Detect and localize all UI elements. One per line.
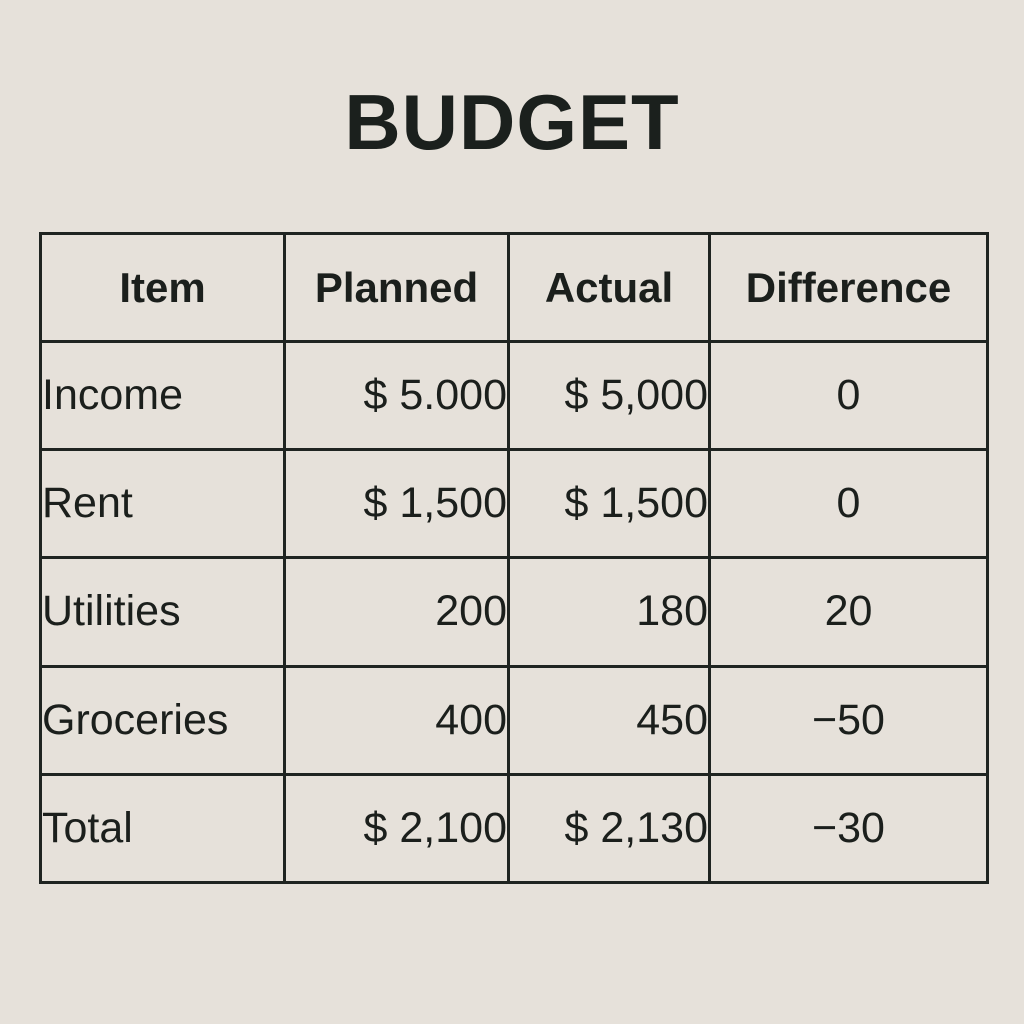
cell-planned: $ 5.000 bbox=[283, 339, 510, 452]
table-header-row: Item Planned Actual Difference bbox=[39, 232, 989, 343]
cell-actual: $ 5,000 bbox=[507, 339, 711, 452]
table-row: Rent $ 1,500 $ 1,500 0 bbox=[39, 448, 989, 560]
cell-actual: 450 bbox=[507, 664, 711, 776]
cell-actual: 180 bbox=[507, 556, 711, 668]
table-row: Groceries 400 450 −50 bbox=[39, 664, 989, 776]
cell-planned: $ 1,500 bbox=[283, 448, 510, 560]
cell-item: Income bbox=[39, 339, 286, 452]
cell-planned: 400 bbox=[283, 664, 510, 776]
header-actual: Actual bbox=[507, 232, 711, 343]
header-planned: Planned bbox=[283, 232, 510, 343]
cell-planned: 200 bbox=[283, 556, 510, 668]
cell-item: Utilities bbox=[39, 556, 286, 668]
page-title: BUDGET bbox=[344, 78, 680, 166]
cell-item: Groceries bbox=[39, 664, 286, 776]
table-row-total: Total $ 2,100 $ 2,130 −30 bbox=[39, 772, 989, 885]
cell-difference: 20 bbox=[708, 556, 989, 668]
cell-item: Rent bbox=[39, 448, 286, 560]
cell-difference: −50 bbox=[708, 664, 989, 776]
budget-table: Item Planned Actual Difference Income $ … bbox=[39, 232, 989, 885]
header-item: Item bbox=[39, 232, 286, 343]
table-row: Income $ 5.000 $ 5,000 0 bbox=[39, 339, 989, 452]
header-difference: Difference bbox=[708, 232, 989, 343]
table-row: Utilities 200 180 20 bbox=[39, 556, 989, 668]
cell-actual: $ 1,500 bbox=[507, 448, 711, 560]
cell-difference: 0 bbox=[708, 448, 989, 560]
cell-actual: $ 2,130 bbox=[507, 772, 711, 885]
cell-difference: −30 bbox=[708, 772, 989, 885]
cell-difference: 0 bbox=[708, 339, 989, 452]
cell-planned: $ 2,100 bbox=[283, 772, 510, 885]
cell-item: Total bbox=[39, 772, 286, 885]
